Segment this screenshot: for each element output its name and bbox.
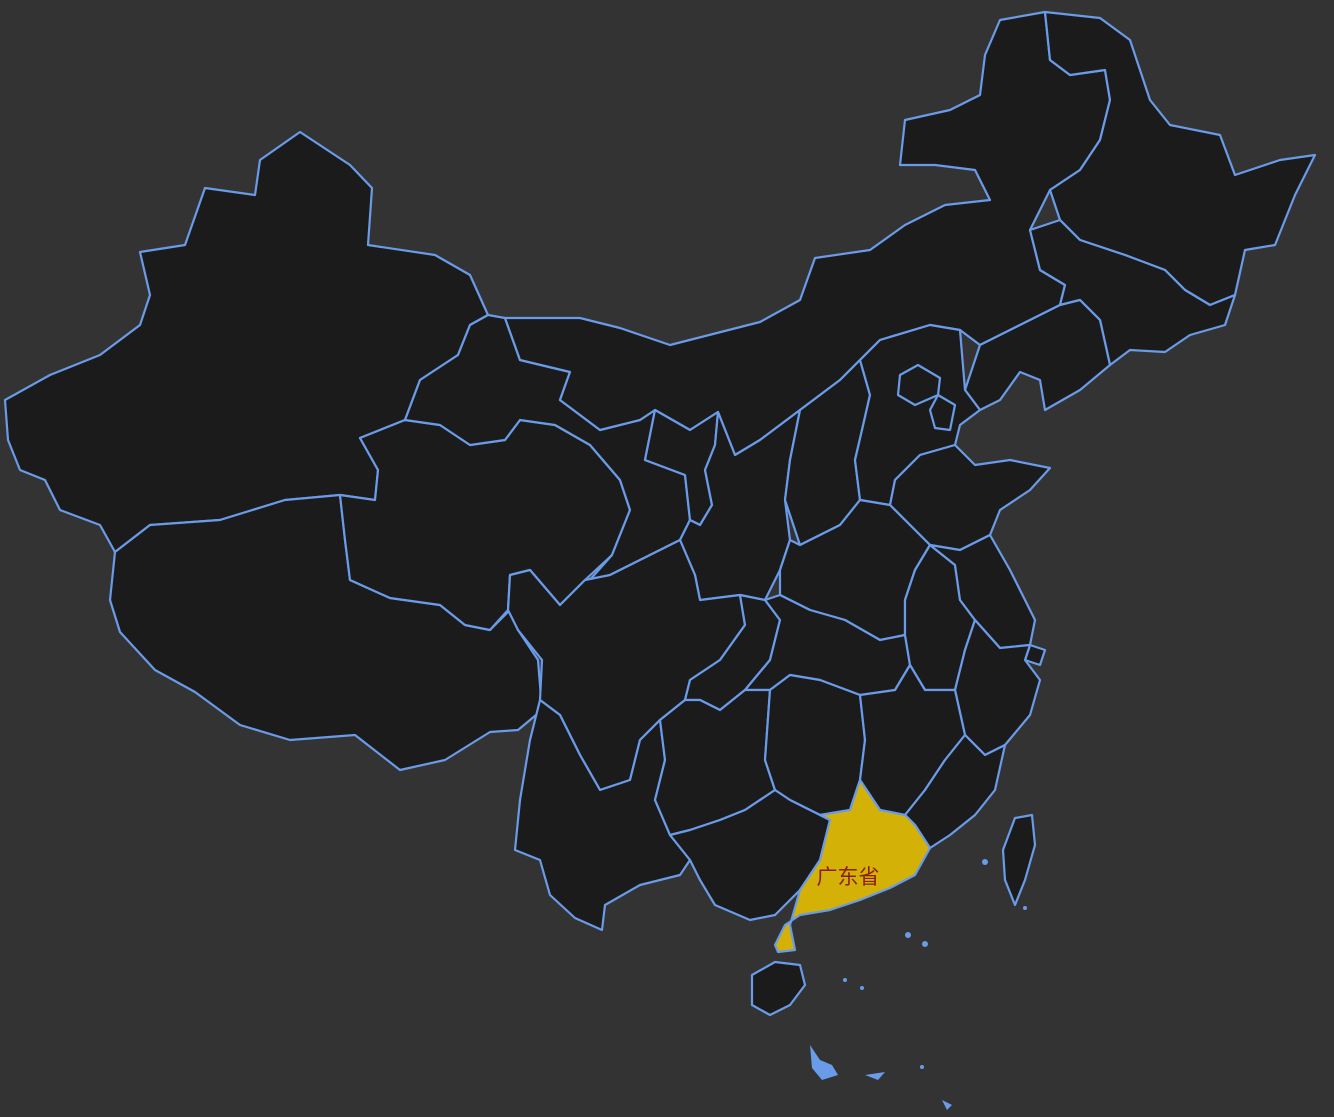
region-taiwan[interactable] [1001,813,1037,907]
region-liaoning[interactable] [963,298,1112,412]
islands [810,859,1027,1110]
region-fujian[interactable] [903,733,1007,850]
region-tianjin[interactable] [928,393,957,432]
region-yunnan[interactable] [513,698,692,932]
highlighted-region-label: 广东省 [817,865,880,889]
region-guangdong[interactable] [773,778,932,954]
region-hainan[interactable] [750,960,807,1017]
region-inner-mongolia[interactable] [503,10,1112,457]
